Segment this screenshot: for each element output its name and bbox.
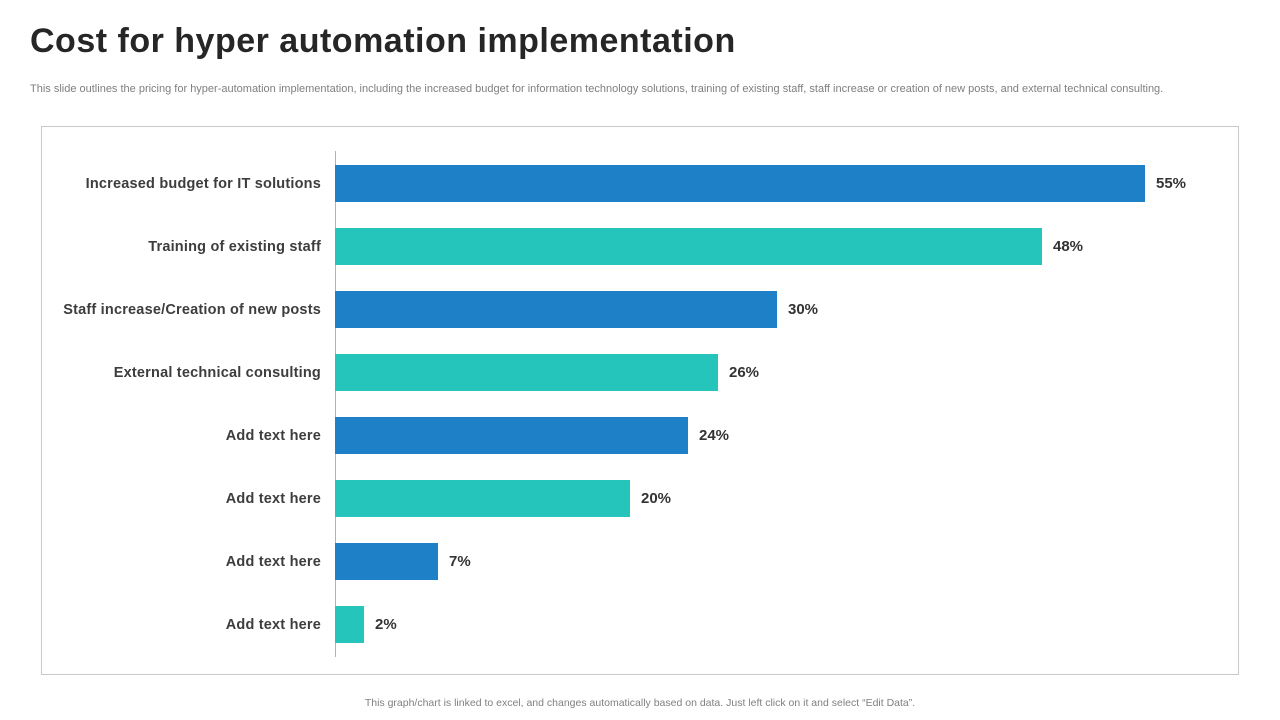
- value-label: 55%: [1156, 175, 1187, 192]
- category-label: Add text here: [225, 490, 321, 507]
- chart-row: Add text here 20%: [42, 480, 1238, 517]
- value-label: 26%: [729, 364, 760, 381]
- value-label: 30%: [788, 301, 819, 318]
- chart-row: Staff increase/Creation of new posts 30%: [42, 291, 1238, 328]
- value-label: 20%: [641, 490, 672, 507]
- bar[interactable]: [335, 354, 718, 391]
- axis-line: [335, 151, 336, 657]
- bar-chart[interactable]: Increased budget for IT solutions 55% Trai…: [41, 126, 1239, 675]
- value-label: 48%: [1053, 238, 1084, 255]
- chart-row: Add text here 7%: [42, 543, 1238, 580]
- category-label: External technical consulting: [113, 364, 321, 381]
- chart-rows: Increased budget for IT solutions 55% Trai…: [42, 127, 1238, 674]
- footer-note: This graph/chart is linked to excel, and…: [364, 697, 916, 709]
- bar[interactable]: [335, 417, 688, 454]
- chart-row: Add text here 2%: [42, 606, 1238, 643]
- category-label: Increased budget for IT solutions: [85, 175, 321, 192]
- chart-row: Training of existing staff 48%: [42, 228, 1238, 265]
- bar[interactable]: [335, 165, 1145, 202]
- chart-row: Add text here 24%: [42, 417, 1238, 454]
- category-label: Add text here: [225, 616, 321, 633]
- chart-row: External technical consulting 26%: [42, 354, 1238, 391]
- page-subtitle: This slide outlines the pricing for hype…: [30, 83, 1164, 95]
- category-label: Add text here: [225, 553, 321, 570]
- bar[interactable]: [335, 291, 777, 328]
- chart-row: Increased budget for IT solutions 55%: [42, 165, 1238, 202]
- category-label: Add text here: [225, 427, 321, 444]
- category-label: Training of existing staff: [148, 238, 321, 255]
- page-title: Cost for hyper automation implementation: [30, 22, 736, 60]
- category-label: Staff increase/Creation of new posts: [63, 301, 321, 318]
- bar[interactable]: [335, 606, 364, 643]
- bar[interactable]: [335, 543, 438, 580]
- bar[interactable]: [335, 480, 630, 517]
- value-label: 2%: [375, 616, 397, 633]
- value-label: 24%: [699, 427, 730, 444]
- value-label: 7%: [449, 553, 471, 570]
- bar[interactable]: [335, 228, 1042, 265]
